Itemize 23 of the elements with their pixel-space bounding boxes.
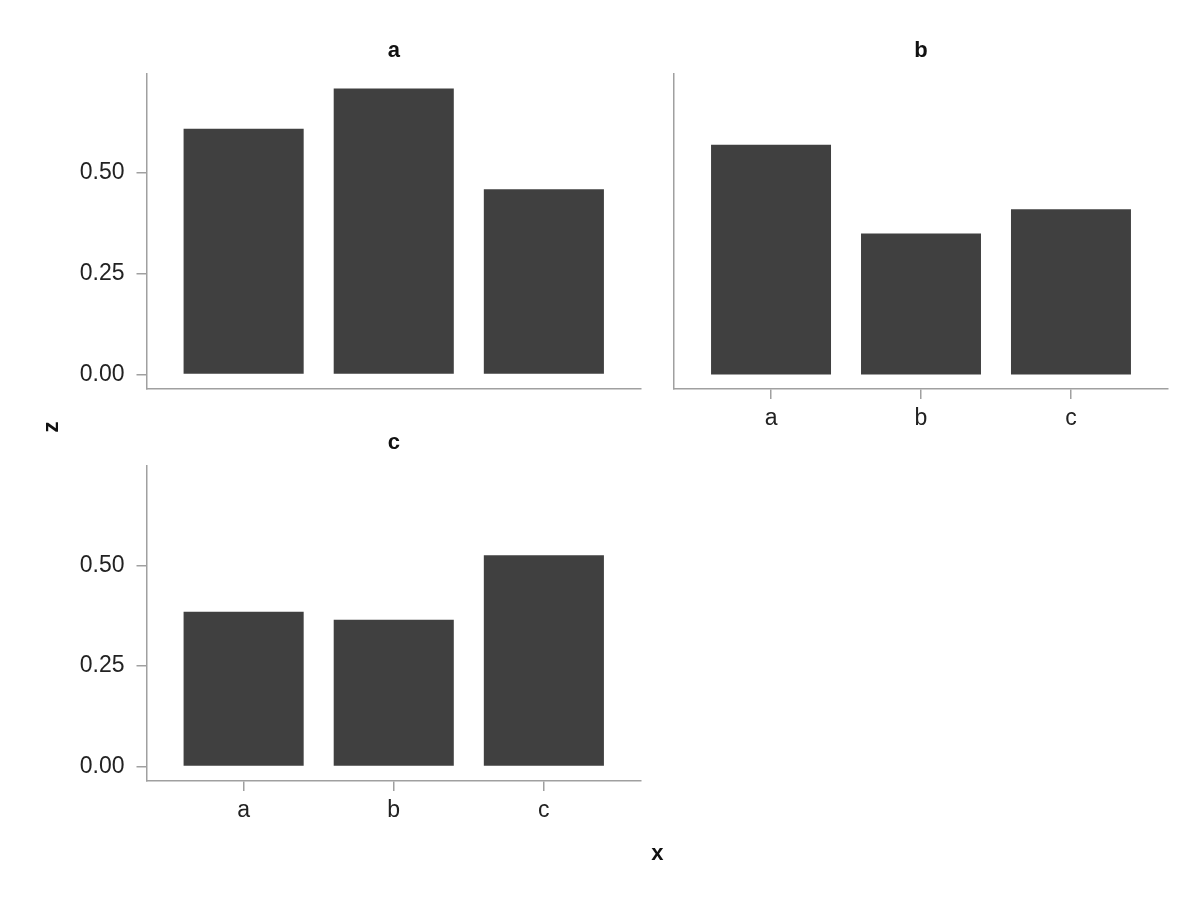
y-tick-label: 0.25 <box>79 259 125 286</box>
bar <box>183 128 304 374</box>
x-tick-label: a <box>764 404 778 431</box>
x-tick-label: b <box>914 404 928 431</box>
y-tick-label: 0.25 <box>79 651 125 678</box>
x-tick-label: c <box>538 796 550 823</box>
bar <box>483 189 604 374</box>
y-axis-title: z <box>37 421 63 433</box>
x-tick-label: a <box>237 796 251 823</box>
y-tick-label: 0.00 <box>79 751 125 778</box>
x-axis-title: x <box>651 840 664 865</box>
chart-title: b <box>914 36 928 62</box>
y-tick-label: 0.00 <box>79 359 125 386</box>
bar <box>483 555 604 766</box>
bar <box>333 88 454 374</box>
x-tick-label: c <box>1065 404 1077 431</box>
bar <box>333 619 454 766</box>
y-tick-label: 0.50 <box>79 158 125 185</box>
chart-title: a <box>387 36 401 62</box>
chart-title: c <box>387 429 400 455</box>
y-tick-label: 0.50 <box>79 550 125 577</box>
bar <box>183 611 304 766</box>
x-tick-label: b <box>387 796 401 823</box>
